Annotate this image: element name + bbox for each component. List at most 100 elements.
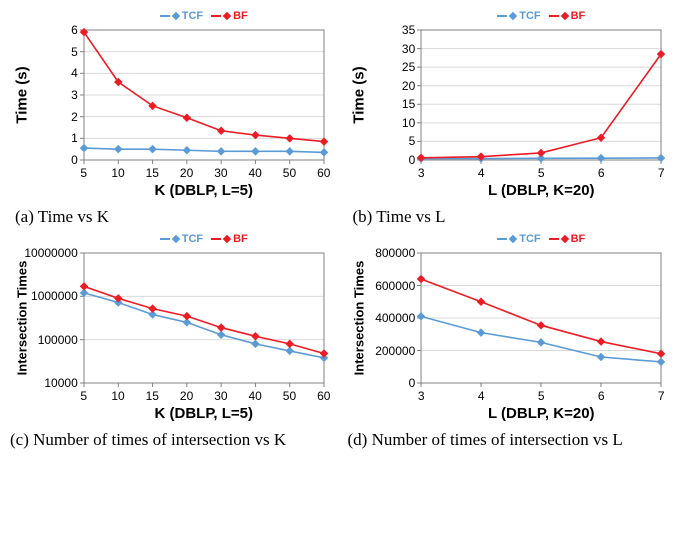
x-axis-label: K (DBLP, L=5) [155, 182, 254, 199]
series-marker-bf [320, 349, 328, 357]
x-tick-label: 15 [146, 166, 159, 180]
legend-swatch-line-tcf [497, 15, 507, 17]
series-marker-tcf [657, 154, 665, 162]
y-tick-label: 5 [71, 45, 78, 59]
x-tick-label: 7 [658, 166, 665, 180]
y-tick-label: 15 [402, 97, 415, 111]
series-marker-bf [182, 114, 190, 122]
y-tick-label: 10000 [44, 376, 77, 390]
series-marker-bf [217, 323, 225, 331]
series-marker-tcf [477, 328, 485, 336]
series-marker-tcf [114, 145, 122, 153]
x-axis-label: K (DBLP, L=5) [155, 405, 254, 422]
y-tick-label: 35 [402, 23, 415, 37]
series-marker-tcf [597, 154, 605, 162]
x-tick-label: 60 [317, 166, 330, 180]
y-tick-label: 2 [71, 110, 78, 124]
caption-c: (c) Number of times of intersection vs K [10, 430, 338, 450]
plot-svg [351, 233, 671, 428]
legend: TCF BF [160, 233, 248, 245]
legend-swatch-line-bf [211, 238, 221, 240]
legend-swatch-line-bf [211, 15, 221, 17]
legend-swatch-line-bf [549, 238, 559, 240]
x-tick-label: 4 [478, 389, 485, 403]
y-tick-label: 0 [409, 153, 416, 167]
x-tick-label: 3 [418, 389, 425, 403]
x-tick-label: 5 [80, 389, 87, 403]
series-marker-tcf [285, 147, 293, 155]
y-axis-label: Intersection Times [14, 261, 29, 376]
series-marker-tcf [80, 144, 88, 152]
series-marker-tcf [148, 145, 156, 153]
x-tick-label: 30 [214, 166, 227, 180]
y-tick-label: 10 [402, 116, 415, 130]
series-marker-tcf [251, 340, 259, 348]
y-tick-label: 0 [409, 376, 416, 390]
legend-swatch-dot-bf [223, 235, 231, 243]
y-tick-label: 100000 [38, 333, 78, 347]
legend-swatch-dot-bf [560, 12, 568, 20]
y-tick-label: 25 [402, 60, 415, 74]
x-tick-label: 40 [248, 389, 261, 403]
y-tick-label: 400000 [375, 311, 415, 325]
legend-swatch-dot-tcf [171, 12, 179, 20]
y-tick-label: 600000 [375, 279, 415, 293]
x-tick-label: 5 [538, 389, 545, 403]
plot-svg [351, 10, 671, 205]
x-tick-label: 10 [111, 389, 124, 403]
series-marker-bf [537, 149, 545, 157]
x-tick-label: 5 [80, 166, 87, 180]
y-tick-label: 800000 [375, 246, 415, 260]
series-marker-tcf [417, 312, 425, 320]
legend-swatch-line-tcf [497, 238, 507, 240]
legend-swatch-line-tcf [160, 238, 170, 240]
legend: TCF BF [497, 233, 585, 245]
legend-item-tcf: TCF [160, 233, 203, 245]
legend-swatch-dot-tcf [509, 235, 517, 243]
legend-swatch-dot-bf [560, 235, 568, 243]
x-axis-label: L (DBLP, K=20) [488, 405, 595, 422]
x-tick-label: 20 [180, 389, 193, 403]
legend-swatch-line-bf [549, 15, 559, 17]
x-axis-label: L (DBLP, K=20) [488, 182, 595, 199]
legend-swatch-dot-tcf [509, 12, 517, 20]
series-marker-bf [477, 298, 485, 306]
series-marker-bf [285, 340, 293, 348]
series-marker-tcf [251, 147, 259, 155]
panel-b: Time (s)L (DBLP, K=20)345670510152025303… [348, 10, 676, 227]
series-line-bf [421, 54, 661, 158]
legend-label-bf: BF [233, 10, 248, 22]
legend-item-bf: BF [211, 10, 248, 22]
y-tick-label: 20 [402, 79, 415, 93]
y-tick-label: 1 [71, 131, 78, 145]
x-tick-label: 15 [146, 389, 159, 403]
legend-item-bf: BF [211, 233, 248, 245]
series-marker-bf [597, 337, 605, 345]
series-marker-bf [285, 134, 293, 142]
legend: TCFBF [160, 10, 248, 22]
y-tick-label: 200000 [375, 344, 415, 358]
y-tick-label: 0 [71, 153, 78, 167]
caption-b: (b) Time vs L [343, 207, 681, 227]
plot-frame-b: Time (s)L (DBLP, K=20)345670510152025303… [351, 10, 671, 205]
series-marker-tcf [597, 353, 605, 361]
plot-frame-c: Intersection Times K (DBLP, L=5) 5 10 15 20 30… [14, 233, 334, 428]
y-tick-label: 6 [71, 23, 78, 37]
x-tick-label: 60 [317, 389, 330, 403]
series-marker-tcf [320, 148, 328, 156]
x-tick-label: 7 [658, 389, 665, 403]
legend-label-bf: BF [571, 233, 586, 245]
panel-c: Intersection Times K (DBLP, L=5) 5 10 15 20 30… [10, 233, 338, 450]
legend-label-tcf: TCF [519, 10, 540, 22]
series-marker-bf [537, 321, 545, 329]
plot-frame-d: Intersection TimesL (DBLP, K=20)34567020… [351, 233, 671, 428]
legend-item-tcf: TCF [497, 233, 540, 245]
series-marker-bf [80, 282, 88, 290]
x-tick-label: 30 [214, 389, 227, 403]
series-marker-bf [217, 127, 225, 135]
y-axis-label: Time (s) [351, 66, 368, 123]
series-marker-tcf [537, 338, 545, 346]
y-tick-label: 4 [71, 66, 78, 80]
series-marker-bf [417, 154, 425, 162]
x-tick-label: 6 [598, 166, 605, 180]
